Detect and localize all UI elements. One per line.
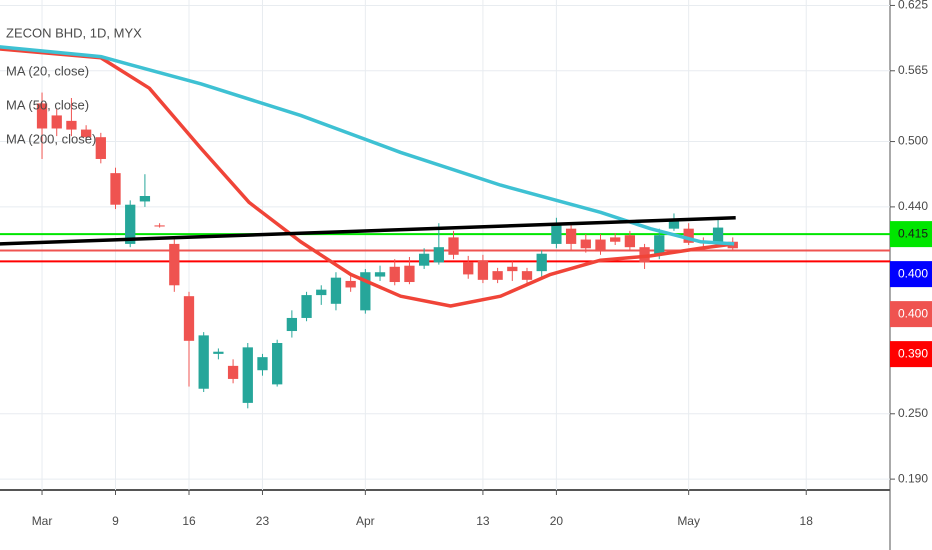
- candle-body: [36, 103, 48, 129]
- x-tick-label: 18: [800, 514, 814, 528]
- x-tick-label: Apr: [356, 514, 375, 528]
- price-label: 0.400: [898, 266, 928, 280]
- candle-body: [345, 280, 356, 288]
- legend-entry: MA (50, close): [6, 97, 89, 112]
- x-tick-label: 23: [256, 514, 270, 528]
- ma-line: [0, 45, 735, 246]
- candle-body: [448, 237, 459, 255]
- price-label-box: [890, 221, 932, 248]
- y-tick-label: 0.565: [898, 63, 928, 77]
- candle-body: [536, 253, 547, 272]
- price-label-box: [890, 261, 932, 288]
- price-label: 0.390: [898, 346, 928, 360]
- candle-body: [683, 228, 694, 243]
- candle-body: [272, 343, 283, 385]
- candle-body: [198, 335, 209, 389]
- x-tick-label: Mar: [32, 514, 53, 528]
- candle-body: [654, 235, 665, 254]
- y-tick-label: 0.250: [898, 406, 928, 420]
- x-tick-label: 16: [182, 514, 196, 528]
- x-tick-label: 9: [112, 514, 119, 528]
- candle-body: [213, 351, 224, 354]
- candle-body: [551, 225, 562, 244]
- candle-body: [404, 265, 415, 283]
- candle-body: [301, 295, 312, 318]
- legend-entry: MA (200, close): [6, 131, 96, 146]
- candle-body: [257, 357, 268, 371]
- candle-body: [712, 227, 724, 244]
- candle-body: [80, 129, 92, 138]
- price-label: 0.400: [898, 306, 928, 320]
- candle-body: [374, 272, 386, 277]
- y-tick-label: 0.190: [898, 471, 928, 485]
- candle-body: [389, 266, 400, 283]
- candle-body: [580, 239, 591, 249]
- ma-line: [0, 216, 736, 246]
- candle-body: [154, 225, 165, 227]
- candle-body: [507, 266, 518, 272]
- label-layer: Mar 9 16 23 Apr 13 20 May 18 0.625 0.565 0.500 0.440…: [6, 0, 932, 528]
- candle-body: [183, 296, 195, 341]
- candle-body: [66, 120, 77, 130]
- candle-body: [610, 237, 621, 242]
- y-tick-label: 0.440: [898, 199, 928, 213]
- price-label: 0.415: [898, 226, 928, 240]
- candle-body: [565, 228, 577, 244]
- candle-body: [521, 271, 533, 280]
- candle-body: [477, 260, 489, 280]
- candle-body: [433, 247, 444, 263]
- candle-body: [286, 317, 298, 332]
- candle-body: [169, 243, 180, 286]
- plot-layer: [0, 45, 890, 409]
- candle-body: [668, 219, 680, 229]
- candle-body: [330, 277, 342, 304]
- y-tick-label: 0.625: [898, 0, 928, 12]
- candle-body: [95, 137, 106, 159]
- candle-body: [242, 347, 253, 403]
- candle-body: [139, 196, 151, 202]
- candle-body: [418, 253, 430, 266]
- x-tick-label: May: [677, 514, 700, 528]
- x-tick-label: 20: [550, 514, 564, 528]
- y-tick-label: 0.500: [898, 134, 928, 148]
- legend-entry: MA (20, close): [6, 63, 89, 78]
- candle-body: [316, 289, 327, 296]
- candle-body: [492, 271, 503, 280]
- price-label-box: [890, 301, 932, 328]
- candle-body: [110, 173, 121, 205]
- candle-body: [51, 115, 62, 129]
- candle-body: [624, 235, 636, 248]
- candle-body: [360, 272, 371, 311]
- candle-body: [227, 365, 239, 379]
- chart-title: ZECON BHD, 1D, MYX: [6, 25, 142, 40]
- candle-body: [463, 262, 474, 275]
- ma-line: [0, 47, 735, 308]
- candle-body: [595, 239, 606, 252]
- candle-body: [125, 204, 136, 244]
- price-label-box: [890, 341, 932, 368]
- x-tick-label: 13: [476, 514, 490, 528]
